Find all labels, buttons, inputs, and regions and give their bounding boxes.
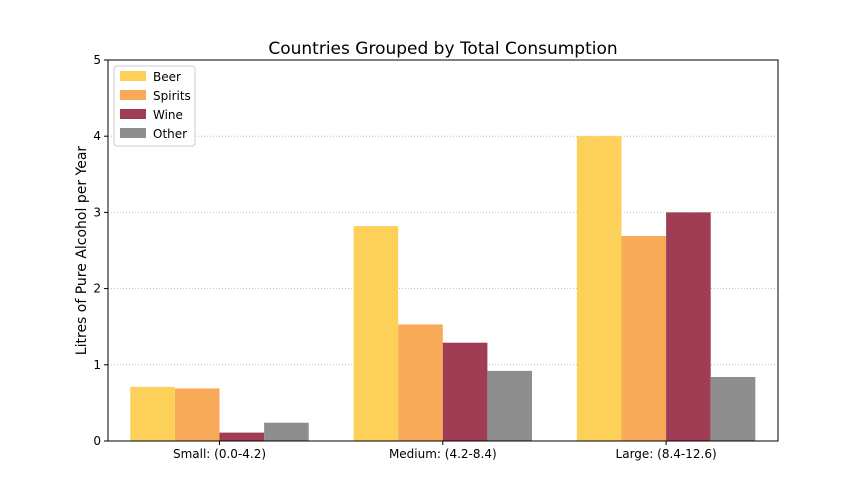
chart-title: Countries Grouped by Total Consumption bbox=[268, 39, 617, 59]
x-tick-label: Small: (0.0-4.2) bbox=[173, 447, 266, 461]
bar-beer-2 bbox=[576, 136, 622, 441]
bar-wine-0 bbox=[219, 432, 265, 441]
y-tick-label: 0 bbox=[93, 434, 101, 448]
bar-beer-1 bbox=[353, 226, 399, 441]
y-tick-label: 1 bbox=[93, 358, 101, 372]
y-tick-label: 4 bbox=[93, 129, 101, 143]
x-tick-label: Large: (8.4-12.6) bbox=[616, 447, 717, 461]
bar-wine-2 bbox=[666, 212, 711, 441]
bar-other-2 bbox=[710, 376, 756, 441]
bar-spirits-1 bbox=[398, 324, 443, 441]
bar-spirits-0 bbox=[174, 388, 220, 441]
legend-label-beer: Beer bbox=[153, 70, 181, 84]
y-axis-label: Litres of Pure Alcohol per Year bbox=[74, 146, 90, 356]
bar-beer-0 bbox=[130, 386, 175, 441]
y-axis-ticks: 0 1 2 3 4 5 bbox=[93, 53, 108, 448]
bar-wine-1 bbox=[442, 342, 488, 441]
legend: Beer Spirits Wine Other bbox=[113, 65, 196, 147]
x-tick-label: Medium: (4.2-8.4) bbox=[389, 447, 497, 461]
bar-other-0 bbox=[264, 422, 309, 441]
legend-swatch-spirits bbox=[120, 90, 146, 100]
y-tick-label: 5 bbox=[93, 53, 101, 67]
y-tick-label: 3 bbox=[93, 205, 101, 219]
legend-box bbox=[113, 65, 196, 147]
bar-spirits-2 bbox=[621, 236, 667, 441]
legend-label-spirits: Spirits bbox=[153, 89, 191, 103]
legend-swatch-beer bbox=[120, 71, 146, 81]
bars bbox=[130, 136, 756, 441]
legend-label-other: Other bbox=[153, 127, 187, 141]
legend-swatch-other bbox=[120, 128, 146, 138]
y-tick-label: 2 bbox=[93, 282, 101, 296]
legend-label-wine: Wine bbox=[153, 108, 183, 122]
legend-swatch-wine bbox=[120, 109, 146, 119]
x-axis-ticks: Small: (0.0-4.2) Medium: (4.2-8.4) Large: … bbox=[173, 441, 717, 461]
bar-other-1 bbox=[487, 370, 532, 441]
